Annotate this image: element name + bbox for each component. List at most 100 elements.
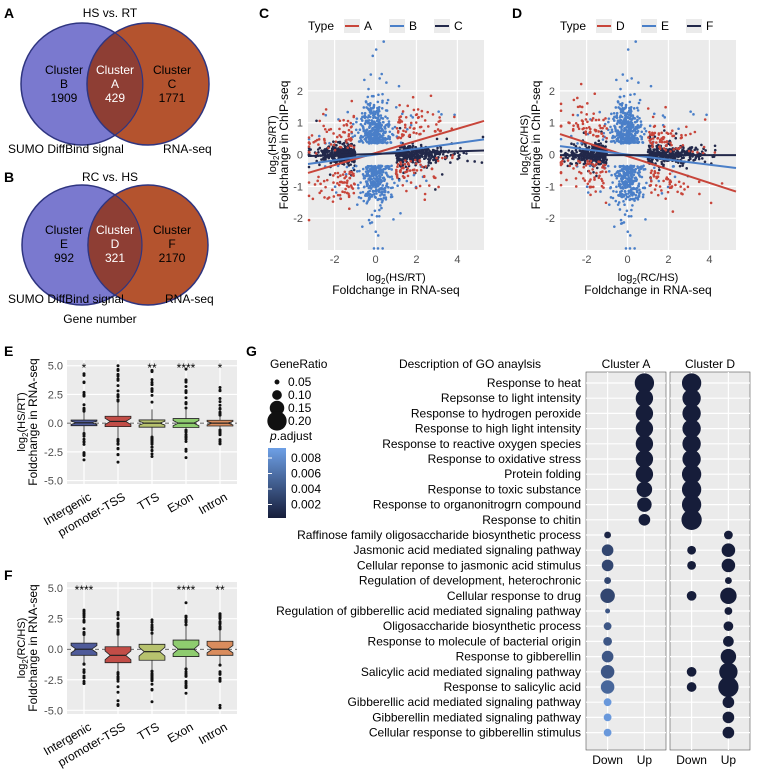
outlier-point — [218, 678, 222, 682]
point-F — [596, 151, 600, 154]
point-D — [604, 170, 608, 174]
point-A — [349, 126, 353, 129]
outlier-point — [218, 388, 222, 392]
venn-b-mid-label: Cluster — [96, 223, 134, 237]
x-tick-label-TTS: TTS — [135, 720, 162, 743]
point-B — [351, 166, 355, 170]
point-D — [652, 175, 656, 178]
point-D — [594, 190, 597, 193]
point-A — [420, 115, 424, 118]
point-F — [657, 168, 661, 172]
point-A — [451, 156, 454, 160]
point-A — [338, 145, 342, 149]
go-dot — [722, 726, 735, 739]
point-B — [317, 134, 321, 138]
point-A — [404, 159, 407, 162]
outlier-point — [82, 432, 86, 436]
point-C — [435, 137, 439, 141]
point-D — [665, 144, 668, 148]
point-B — [386, 98, 390, 102]
point-F — [604, 145, 607, 148]
point-F — [653, 135, 657, 138]
point-D — [581, 127, 584, 131]
go-dot — [723, 621, 734, 632]
point-B — [372, 105, 376, 109]
color-legend-bar — [268, 448, 286, 518]
go-term-label: Response to toxic substance — [428, 482, 582, 496]
outlier-point — [116, 378, 120, 382]
y-tick-label: -1 — [293, 181, 303, 193]
outlier-point — [116, 632, 120, 636]
point-E — [609, 131, 612, 134]
point-A — [349, 121, 352, 125]
y-tick-label: -5.0 — [44, 705, 63, 717]
point-B — [363, 115, 367, 119]
outlier-point — [116, 384, 120, 388]
point-A — [348, 207, 351, 211]
point-B — [365, 194, 369, 197]
outlier-point — [184, 614, 188, 618]
point-E — [629, 110, 633, 113]
point-F — [583, 161, 587, 165]
point-C — [402, 156, 406, 160]
point-C — [352, 160, 356, 164]
point-B — [372, 180, 376, 183]
point-B — [381, 132, 385, 135]
point-C — [344, 150, 347, 154]
point-E — [618, 180, 621, 183]
point-A — [350, 130, 353, 134]
outlier-point — [218, 413, 222, 417]
point-D — [662, 125, 666, 128]
point-B — [359, 123, 363, 126]
y-tick-label: 2.5 — [48, 389, 63, 401]
point-E — [611, 130, 614, 134]
size-legend-title: GeneRatio — [270, 357, 328, 371]
y-tick-label: 1 — [549, 118, 555, 130]
point-B — [355, 203, 359, 206]
point-E — [613, 225, 616, 228]
point-E — [615, 138, 619, 142]
point-D — [655, 175, 658, 179]
point-B — [374, 230, 378, 234]
point-A — [444, 156, 447, 159]
point-D — [577, 159, 580, 163]
point-F — [595, 174, 598, 178]
outlier-point — [116, 703, 120, 707]
point-A — [346, 179, 349, 183]
point-B — [392, 218, 395, 221]
point-A — [437, 185, 440, 189]
point-A — [420, 109, 424, 113]
point-E — [598, 110, 602, 114]
point-E — [610, 112, 613, 116]
point-A — [351, 173, 354, 177]
point-F — [599, 142, 602, 145]
point-E — [634, 193, 638, 197]
point-D — [602, 186, 605, 189]
point-E — [588, 164, 592, 168]
point-D — [709, 201, 713, 205]
point-D — [660, 131, 663, 135]
point-B — [364, 139, 368, 143]
point-A — [338, 119, 342, 123]
point-A — [347, 134, 350, 138]
outlier-point — [218, 703, 222, 707]
outlier-point — [116, 460, 120, 464]
point-D — [601, 126, 604, 130]
point-B — [390, 168, 394, 171]
point-E — [628, 185, 632, 189]
point-B — [377, 109, 381, 113]
point-A — [409, 121, 413, 125]
point-E — [612, 111, 616, 115]
point-A — [403, 126, 407, 129]
outlier-point — [82, 409, 86, 413]
outlier-point — [150, 623, 154, 627]
point-A — [423, 198, 427, 202]
point-B — [377, 214, 381, 218]
point-A — [314, 152, 318, 155]
point-A — [339, 135, 343, 139]
point-D — [664, 105, 667, 109]
color-legend-label: 0.002 — [291, 498, 321, 512]
point-E — [635, 186, 639, 190]
point-D — [601, 179, 604, 183]
point-B — [370, 121, 373, 125]
